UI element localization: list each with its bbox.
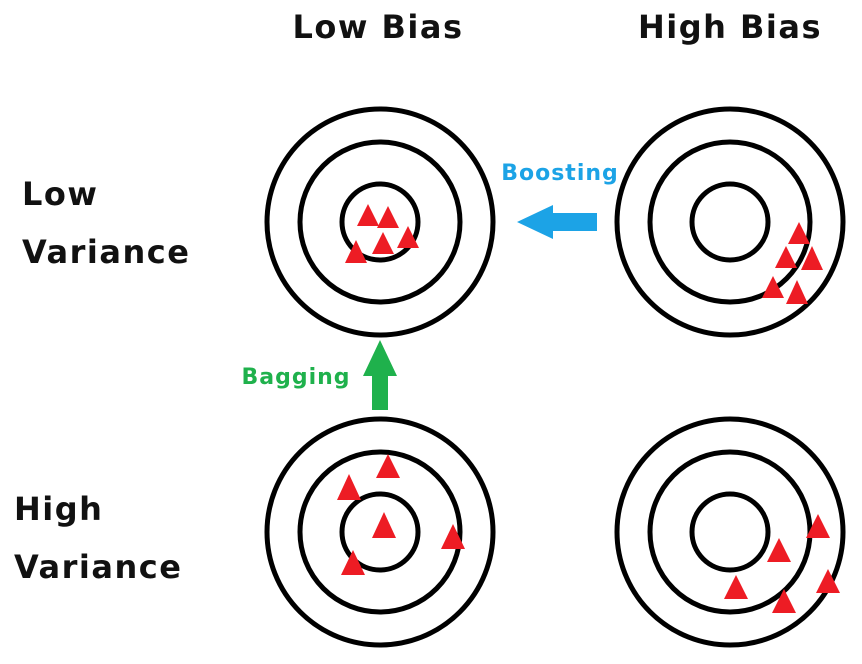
hit-marker [801, 246, 823, 270]
hit-marker [762, 276, 784, 298]
row-label-low-variance-line1: Low [22, 175, 98, 213]
hit-marker [397, 226, 419, 248]
target-low-bias-high-variance [264, 416, 496, 648]
hit-marker [441, 524, 465, 549]
hit-marker [786, 280, 808, 304]
target-outer-ring [614, 416, 846, 648]
target-middle-ring [297, 449, 463, 615]
target-middle-ring [647, 139, 813, 305]
target-outer-ring [264, 416, 496, 648]
row-label-low-variance-line2: Variance [22, 233, 190, 271]
hit-marker [816, 569, 840, 593]
hit-marker [357, 204, 379, 226]
boosting-label: Boosting [501, 161, 619, 186]
target-high-bias-high-variance [614, 416, 846, 648]
bagging-label: Bagging [241, 365, 350, 390]
hit-marker [341, 550, 365, 575]
hit-marker [377, 206, 399, 228]
target-outer-ring [614, 106, 846, 338]
hit-marker [345, 240, 367, 263]
target-middle-ring [297, 139, 463, 305]
column-header-high-bias: High Bias [638, 8, 822, 46]
row-label-high-variance-line1: High [14, 490, 103, 528]
hit-marker [376, 454, 400, 478]
hit-marker [788, 222, 810, 244]
target-outer-ring [264, 106, 496, 338]
bagging-arrow [363, 340, 397, 410]
hit-marker [775, 246, 797, 268]
boosting-arrow [517, 205, 597, 239]
target-inner-ring [689, 181, 771, 263]
row-label-high-variance-line2: Variance [14, 548, 182, 586]
hit-marker [372, 232, 394, 254]
hit-marker [772, 589, 796, 613]
column-header-low-bias: Low Bias [292, 8, 463, 46]
target-low-bias-low-variance [264, 106, 496, 338]
target-high-bias-low-variance [614, 106, 846, 338]
hit-marker [337, 474, 361, 500]
target-inner-ring [339, 181, 421, 263]
hit-marker [724, 575, 748, 599]
hit-marker [767, 538, 791, 562]
target-inner-ring [339, 491, 421, 573]
target-inner-ring [689, 491, 771, 573]
hit-marker [806, 514, 830, 538]
hit-marker [372, 512, 396, 538]
